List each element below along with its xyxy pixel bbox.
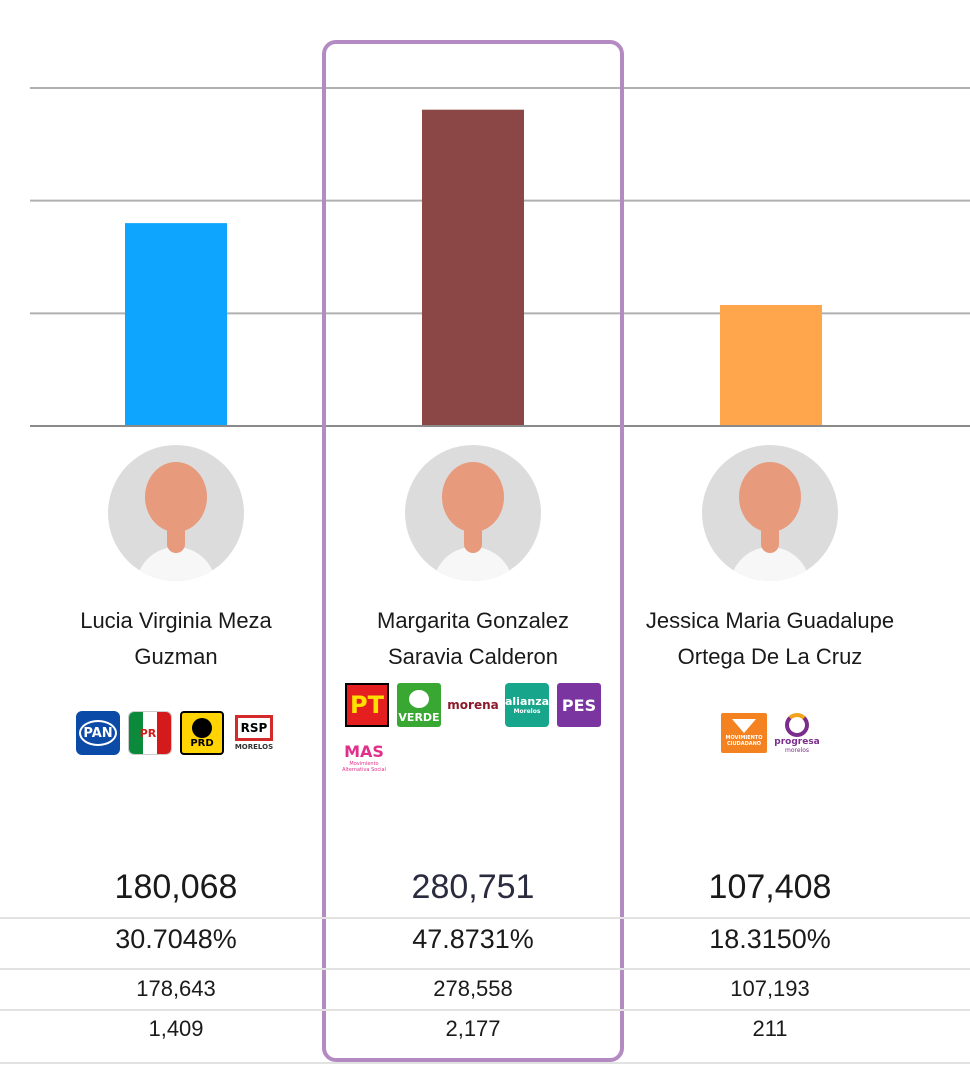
mas-logo-icon: MAS Movimiento Alternativa Social bbox=[342, 741, 386, 773]
candidate-name: Jessica Maria Guadalupe Ortega De La Cru… bbox=[645, 608, 895, 669]
row-divider bbox=[0, 917, 970, 919]
votes-percent: 30.7048% bbox=[115, 924, 237, 954]
row-divider bbox=[0, 1009, 970, 1011]
votes-total: 280,751 bbox=[411, 868, 535, 906]
avatar-placeholder-icon bbox=[405, 445, 541, 581]
votes-subtotal: 278,558 bbox=[433, 976, 513, 1001]
morena-logo-icon: morena bbox=[447, 698, 499, 712]
votes-total: 180,068 bbox=[114, 868, 238, 906]
avatar-placeholder-icon bbox=[702, 445, 838, 581]
bar-1[interactable] bbox=[422, 109, 524, 427]
candidate-name: Lucia Virginia Meza Guzman bbox=[80, 608, 272, 669]
candidate-column-0[interactable]: Lucia Virginia Meza Guzman PAN PRI PRD R… bbox=[27, 440, 325, 755]
rsp-logo-icon: RSP MORELOS bbox=[232, 711, 276, 755]
pan-logo-icon: PAN bbox=[76, 711, 120, 755]
candidate-column-1[interactable]: Margarita Gonzalez Saravia Calderon PT V… bbox=[324, 440, 622, 779]
row-divider bbox=[0, 968, 970, 970]
movimiento-ciudadano-logo-icon: MOVIMIENTO CIUDADANO bbox=[721, 713, 767, 753]
alianza-logo-icon: alianza Morelos bbox=[505, 683, 549, 727]
candidate-column-2[interactable]: Jessica Maria Guadalupe Ortega De La Cru… bbox=[621, 440, 919, 755]
avatar-placeholder-icon bbox=[108, 445, 244, 581]
row-divider bbox=[0, 1062, 970, 1064]
bar-0[interactable] bbox=[125, 223, 227, 426]
votes-other: 211 bbox=[752, 1016, 788, 1041]
votes-other: 1,409 bbox=[148, 1016, 204, 1041]
votes-subtotal: 107,193 bbox=[730, 976, 810, 1001]
bar-2[interactable] bbox=[720, 304, 822, 426]
votes-total: 107,408 bbox=[708, 868, 832, 906]
pes-logo-icon: PES bbox=[557, 683, 601, 727]
candidate-name: Margarita Gonzalez Saravia Calderon bbox=[377, 608, 569, 669]
party-logos: PT VERDE morena alianza Morelos PES MAS … bbox=[338, 683, 608, 779]
pri-logo-icon: PRI bbox=[128, 711, 172, 755]
party-logos: MOVIMIENTO CIUDADANO progresa morelos bbox=[640, 711, 900, 755]
votes-percent: 18.3150% bbox=[709, 924, 831, 954]
prd-logo-icon: PRD bbox=[180, 711, 224, 755]
progresa-logo-icon: progresa morelos bbox=[774, 711, 820, 755]
votes-percent: 47.8731% bbox=[412, 924, 534, 954]
verde-logo-icon: VERDE bbox=[397, 683, 441, 727]
bar-chart bbox=[30, 87, 970, 427]
votes-other: 2,177 bbox=[445, 1016, 501, 1041]
party-logos: PAN PRI PRD RSP MORELOS bbox=[46, 711, 306, 755]
votes-subtotal: 178,643 bbox=[136, 976, 216, 1001]
pt-logo-icon: PT bbox=[345, 683, 389, 727]
